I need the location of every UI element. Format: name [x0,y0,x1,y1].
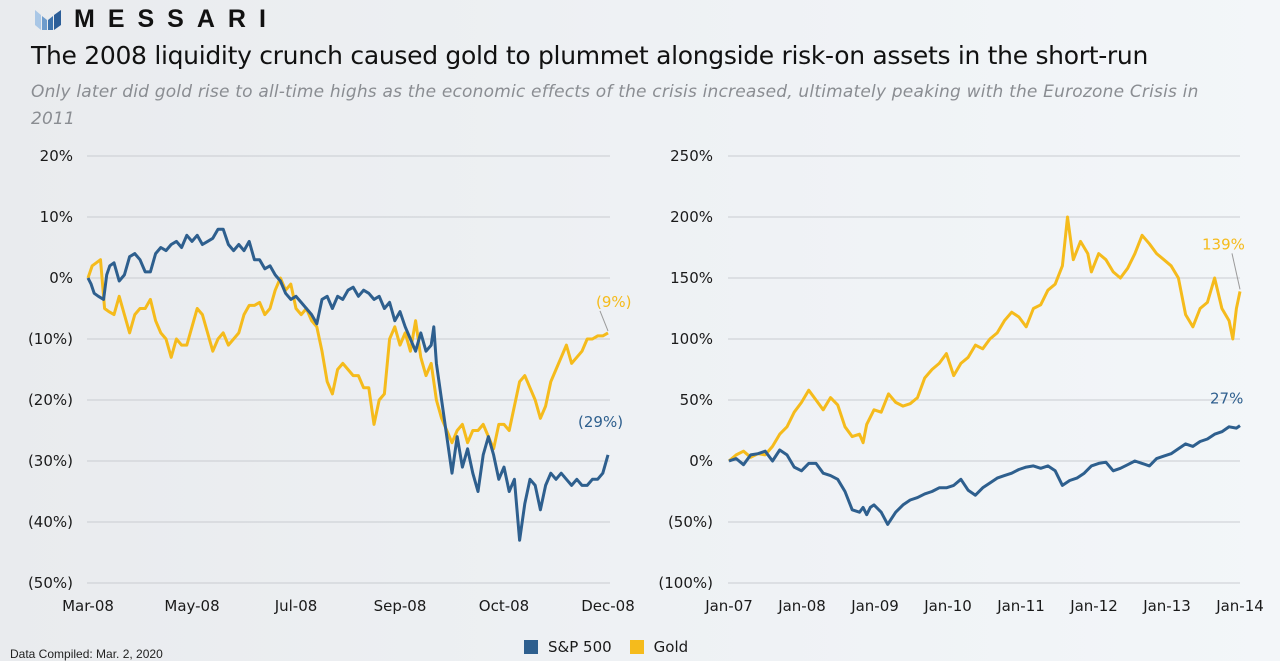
end-label-gold: (9%) [596,293,632,311]
x-tick-label: Dec-08 [581,597,635,615]
x-tick-label: Oct-08 [479,597,529,615]
x-tick-label: Jan-09 [850,597,899,615]
y-tick-label: (10%) [28,330,73,348]
y-tick-label: (100%) [658,574,713,592]
x-tick-label: Jan-13 [1142,597,1191,615]
end-label-sp500: 27% [1210,390,1243,408]
x-tick-label: Jan-08 [777,597,826,615]
y-tick-label: (50%) [28,574,73,592]
end-label-leader [599,310,609,332]
legend-label-sp500: S&P 500 [548,638,612,656]
x-tick-label: Jan-07 [704,597,753,615]
y-tick-label: (20%) [28,391,73,409]
series-line-sp500 [728,424,1241,526]
x-tick-label: May-08 [164,597,219,615]
legend-swatch-sp500 [524,640,538,654]
y-tick-label: 0% [689,452,713,470]
chart-2008-short-run: 20% 10% 0% (10%) (20%) (30%) (40%) (50%) Mar-08 M… [28,147,635,615]
y-tick-label: (50%) [668,513,713,531]
end-label-gold: 139% [1202,235,1245,253]
x-tick-label: Jan-12 [1069,597,1118,615]
legend-item-sp500: S&P 500 [524,638,612,656]
series-line-gold [86,258,609,451]
x-tick-label: Jan-11 [996,597,1045,615]
series-line-gold [728,215,1242,463]
y-tick-label: 50% [680,391,713,409]
x-tick-label: Jan-14 [1215,597,1264,615]
y-tick-label: 0% [49,269,73,287]
y-tick-label: 200% [670,208,713,226]
y-tick-label: 10% [40,208,73,226]
legend: S&P 500 Gold [524,638,706,656]
page-subtitle: Only later did gold rise to all-time hig… [31,82,1199,129]
y-tick-label: 250% [670,147,713,165]
x-tick-label: Sep-08 [374,597,427,615]
end-label-sp500: (29%) [578,413,623,431]
x-tick-label: Jan-10 [923,597,972,615]
legend-swatch-gold [629,640,644,654]
x-tick-label: Mar-08 [62,597,114,615]
legend-label-gold: Gold [653,638,689,656]
chart-2007-2014-long-run: 250% 200% 150% 100% 50% 0% (50%) (100%) Jan-07 Ja… [658,147,1264,615]
legend-item-gold: Gold [629,638,689,656]
brand-logo: MESSARI [34,5,279,33]
messari-logo-icon [35,10,61,30]
y-tick-label: 100% [670,330,713,348]
end-label-leader [1231,253,1241,290]
data-compiled-note: Data Compiled: Mar. 2, 2020 [10,647,163,661]
y-tick-label: 20% [40,147,73,165]
y-tick-label: (30%) [28,452,73,470]
y-tick-label: (40%) [28,513,73,531]
y-tick-label: 150% [670,269,713,287]
series-line-sp500 [86,227,610,542]
x-tick-label: Jul-08 [274,597,318,615]
brand-name: MESSARI [74,4,279,33]
page-title: The 2008 liquidity crunch caused gold to… [31,41,1148,70]
